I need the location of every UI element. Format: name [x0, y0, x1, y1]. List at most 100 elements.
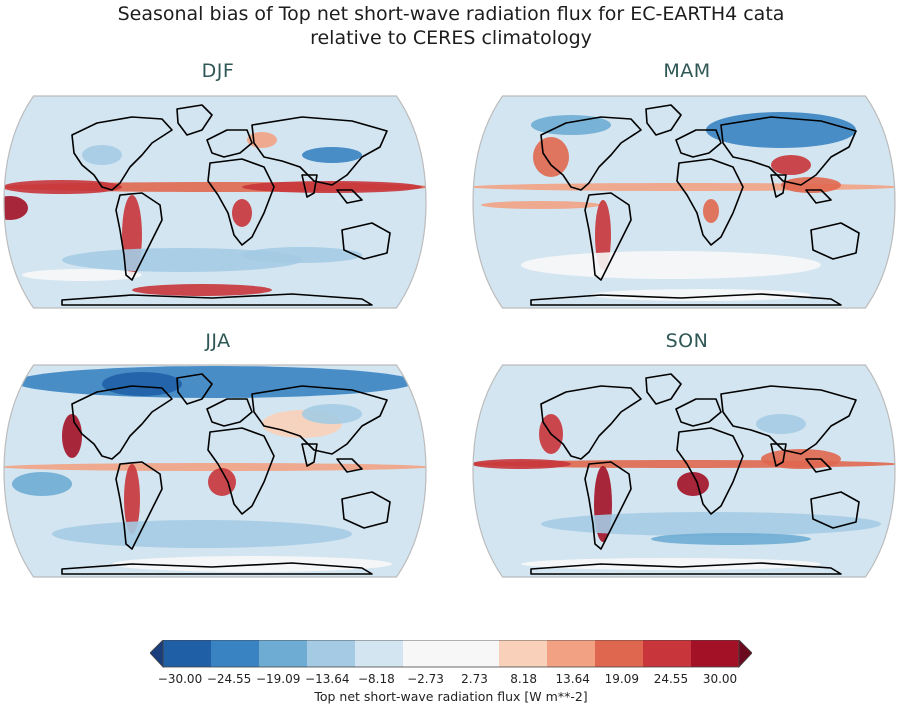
bias-blob	[82, 145, 122, 165]
bias-blob	[521, 251, 821, 279]
coastline	[207, 158, 275, 246]
colorbar-cell	[691, 640, 740, 667]
colorbar-extend-low	[150, 640, 164, 669]
coastline	[115, 192, 163, 281]
colorbar-label: Top net short-wave radiation flux [W m**…	[314, 689, 588, 704]
map-jja	[3, 364, 427, 578]
panel-title-djf: DJF	[201, 60, 235, 82]
map-field	[473, 365, 895, 577]
colorbar-tick-label: −13.64	[305, 672, 350, 686]
map-son	[472, 364, 896, 578]
coastline	[770, 174, 787, 198]
panel-title-son: SON	[665, 330, 709, 352]
bias-blob	[302, 147, 362, 163]
coastline	[810, 222, 860, 260]
coastline	[805, 189, 832, 204]
coastline	[341, 491, 391, 529]
coastline	[251, 385, 388, 455]
bias-blob	[4, 463, 426, 471]
colorbar-extend-high	[738, 640, 752, 669]
coastline	[206, 129, 253, 158]
figure-title-line-2: relative to CERES climatology	[310, 27, 592, 49]
colorbar-cell	[643, 640, 692, 667]
bias-blob	[124, 464, 140, 534]
coastline	[675, 129, 722, 158]
coastline	[720, 385, 857, 455]
coastline	[206, 398, 253, 427]
colorbar-tick-label: −30.00	[157, 672, 203, 686]
bias-blob	[62, 248, 302, 272]
bias-blob	[541, 512, 881, 536]
colorbar-ticks: −30.00 −24.55 −19.09 −13.64 −8.18 −2.73 2.73 8.…	[0, 672, 902, 688]
coastline	[675, 398, 722, 427]
colorbar-tick-label: 24.55	[653, 672, 689, 686]
bias-blob	[22, 269, 142, 281]
map-frame	[472, 95, 896, 309]
coastline	[71, 385, 173, 460]
colorbar-cell	[451, 640, 500, 667]
bias-blob	[62, 414, 82, 458]
coastline	[207, 427, 275, 515]
coastline	[251, 116, 388, 186]
coastline	[176, 104, 213, 136]
bias-blob	[4, 196, 28, 220]
bias-blob	[481, 201, 601, 209]
bias-blob	[473, 365, 895, 577]
map-field	[4, 96, 426, 308]
coastline	[540, 385, 642, 460]
map-frame	[3, 364, 427, 578]
colorbar-tick-label: −19.09	[255, 672, 301, 686]
colorbar-cell	[499, 640, 548, 667]
map-frame	[472, 364, 896, 578]
panel-title-mam: MAM	[663, 60, 711, 82]
coastline	[71, 116, 173, 191]
colorbar-cell	[355, 640, 404, 667]
bias-blob	[102, 372, 182, 396]
colorbar-cell	[259, 640, 308, 667]
colorbar-tick-label: 8.18	[510, 672, 537, 686]
bias-blob	[112, 556, 392, 572]
coastline	[176, 373, 213, 405]
bias-blob	[756, 414, 806, 434]
bias-blob	[651, 533, 811, 545]
map-frame	[3, 95, 427, 309]
coastline	[676, 158, 744, 246]
map-mam	[472, 95, 896, 309]
coastline	[805, 458, 832, 473]
coastline	[341, 222, 391, 260]
bias-blob	[591, 289, 811, 301]
colorbar-cell	[307, 640, 356, 667]
colorbar-tick-label: 30.00	[702, 672, 738, 686]
coastline	[645, 373, 682, 405]
coastline	[584, 192, 632, 281]
coastline	[770, 443, 787, 467]
bias-blob	[771, 155, 811, 175]
colorbar-cell	[403, 640, 452, 667]
colorbar-tick-label: −2.73	[407, 672, 444, 686]
coastline	[584, 461, 632, 550]
map-djf	[3, 95, 427, 309]
coastline	[540, 116, 642, 191]
map-field	[4, 365, 426, 577]
colorbar-cell	[163, 640, 212, 667]
bias-blob	[4, 180, 122, 194]
colorbar-tick-label: 2.73	[461, 672, 488, 686]
coastline	[810, 491, 860, 529]
coastline	[115, 461, 163, 550]
colorbar-cell	[211, 640, 260, 667]
panel-title-jja: JJA	[205, 330, 231, 352]
colorbar-tick-label: −8.18	[357, 672, 395, 686]
coastline	[61, 562, 373, 575]
bias-blob	[242, 181, 422, 193]
bias-blob	[521, 558, 821, 570]
bias-blob	[12, 472, 72, 496]
bias-blob	[703, 199, 719, 223]
coastline	[720, 116, 857, 186]
bias-blob	[533, 137, 569, 177]
coastline	[301, 443, 318, 467]
coastline	[336, 189, 363, 204]
colorbar-tick-label: 13.64	[555, 672, 590, 686]
bias-blob	[781, 177, 841, 193]
coastline	[530, 562, 842, 575]
bias-blob	[15, 366, 415, 398]
